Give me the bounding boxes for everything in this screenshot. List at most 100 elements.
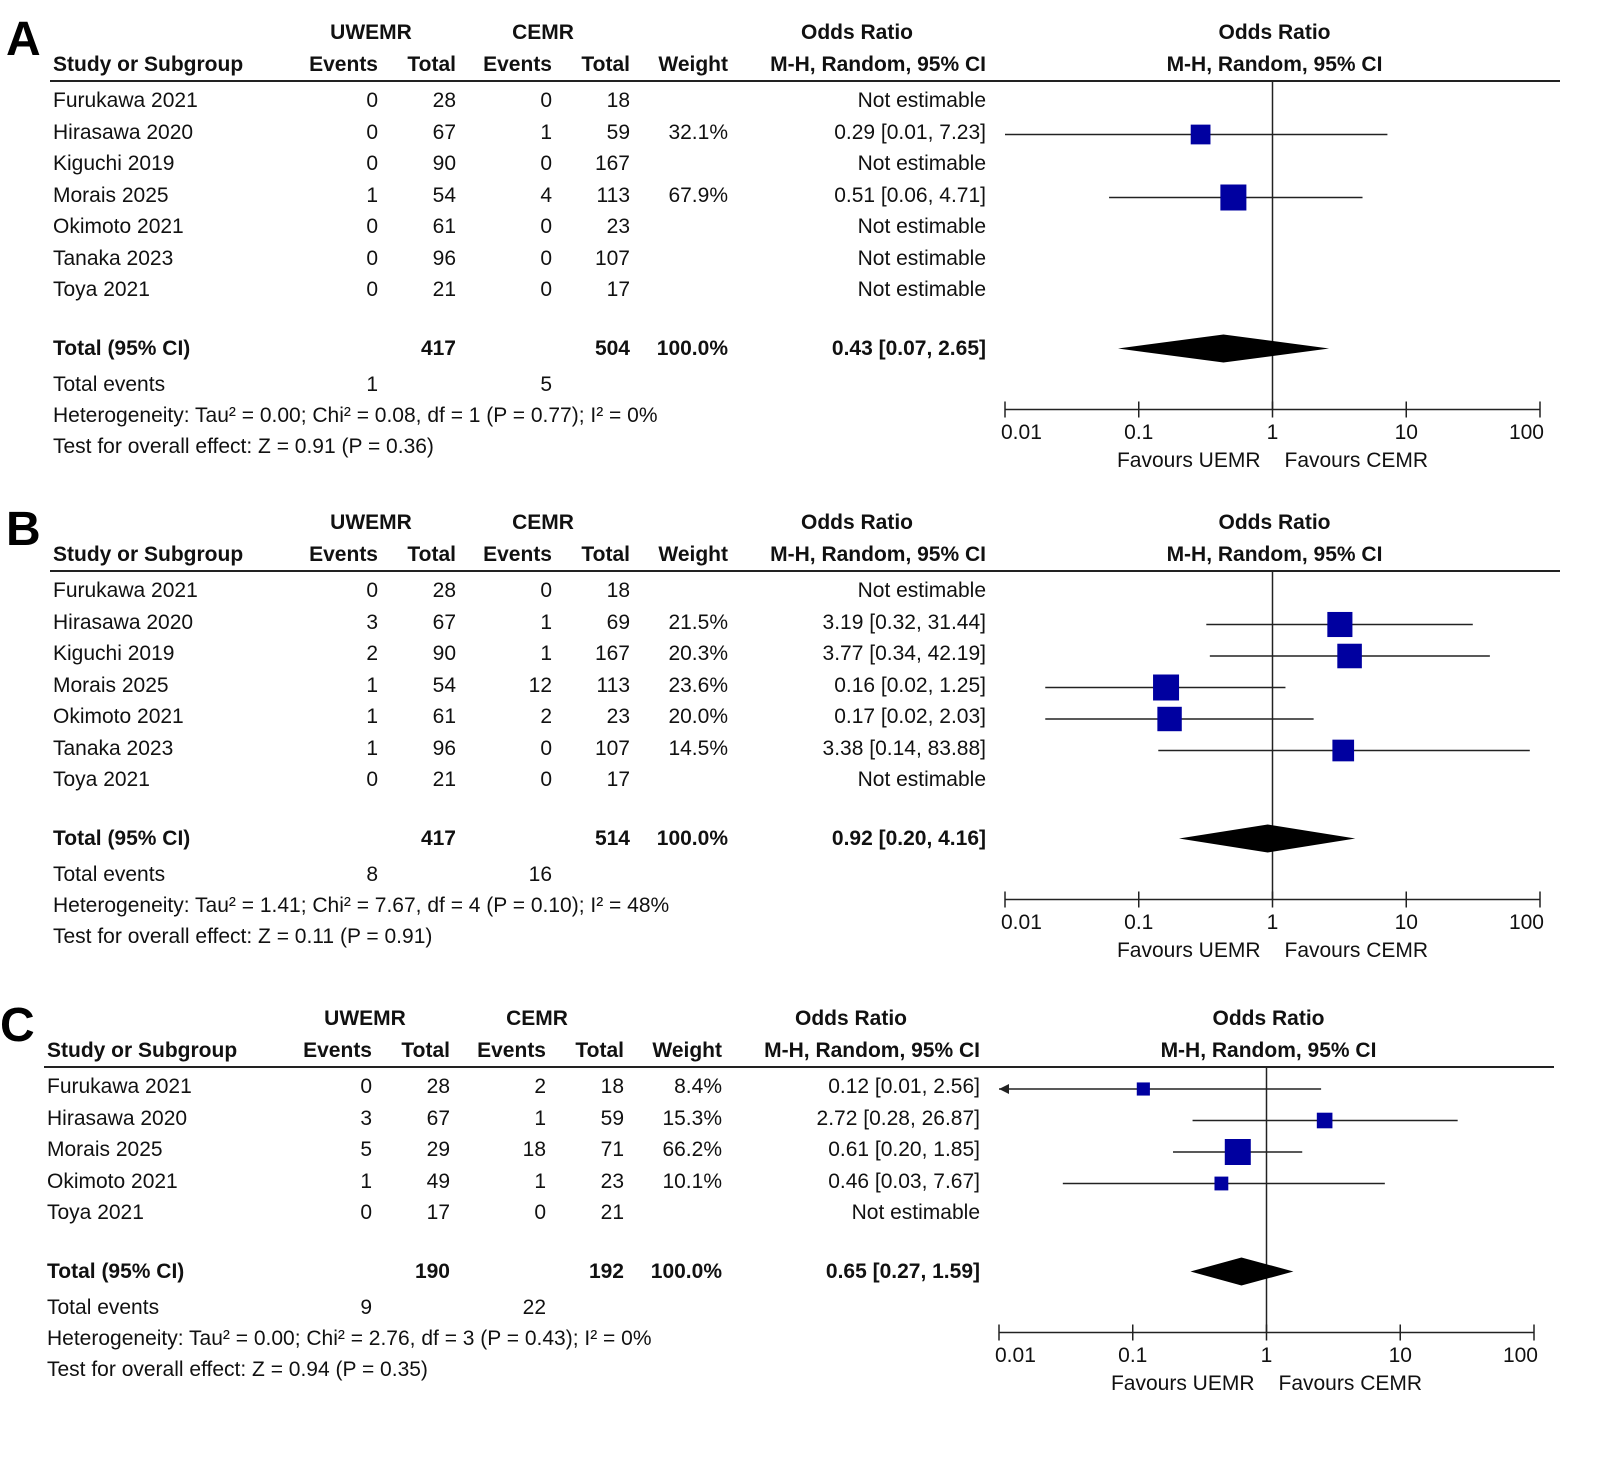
favours-right-label: Favours CEMR: [1278, 1371, 1423, 1395]
total-events-label: Total events: [53, 372, 166, 396]
favours-left-label: Favours UEMR: [1116, 448, 1261, 472]
total2-cell: 107: [594, 246, 630, 270]
events1-cell: 0: [366, 120, 378, 144]
forest-plot: [998, 1066, 1535, 1341]
events1-cell: 3: [360, 1106, 372, 1130]
total2-cell: 18: [606, 579, 630, 602]
plot-odds-ratio-header: Odds Ratio: [1212, 1007, 1325, 1030]
study-name: Morais 2025: [47, 1138, 163, 1161]
study-name: Okimoto 2021: [47, 1169, 178, 1193]
total2-cell: 167: [594, 152, 630, 175]
ci-arrow: [999, 1084, 1009, 1094]
weight-header: Weight: [658, 53, 728, 76]
effect-marker: [1214, 1176, 1229, 1191]
odds-ratio-cell: Not estimable: [857, 579, 986, 602]
method-header: M-H, Random, 95% CI: [764, 1039, 980, 1062]
study-name: Furukawa 2021: [53, 89, 198, 112]
x-tick-label: 10: [1388, 1343, 1412, 1367]
events1-cell: 0: [360, 1075, 372, 1098]
x-tick-label: 1: [1266, 420, 1279, 444]
total1-cell: 96: [432, 736, 456, 760]
total2-header: Total: [575, 1039, 624, 1062]
plot-odds-ratio-header: Odds Ratio: [1218, 21, 1331, 44]
x-tick-label: 0.01: [995, 1343, 1036, 1367]
odds-ratio-header: Odds Ratio: [800, 511, 913, 534]
odds-ratio-cell: Not estimable: [851, 1201, 980, 1224]
weight-cell: 20.0%: [668, 705, 728, 728]
total1-cell: 96: [432, 246, 456, 270]
odds-ratio-cell: Not estimable: [857, 152, 986, 175]
study-name: Hirasawa 2020: [53, 610, 194, 634]
events1-cell: 0: [366, 215, 378, 238]
total-odds-ratio-cell: 0.43 [0.07, 2.65]: [831, 336, 986, 360]
study-name: Toya 2021: [53, 768, 150, 791]
events2-cell: 1: [540, 120, 552, 144]
total2-header: Total: [581, 53, 630, 76]
forest-plot: [1004, 80, 1541, 418]
odds-ratio-cell: 3.77 [0.34, 42.19]: [822, 642, 986, 665]
x-tick-label: 0.01: [1001, 910, 1042, 934]
odds-ratio-cell: 2.72 [0.28, 26.87]: [816, 1106, 980, 1130]
events1-cell: 1: [366, 183, 378, 207]
study-name: Toya 2021: [53, 278, 150, 301]
events1-header: Events: [303, 1039, 372, 1062]
total1-header: Total: [407, 53, 456, 76]
events1-cell: 1: [366, 673, 378, 697]
total2-cell: 23: [606, 215, 630, 238]
plot-method-header: M-H, Random, 95% CI: [1160, 1039, 1377, 1062]
total-events2-cell: 22: [522, 1295, 546, 1319]
total1-cell: 28: [432, 89, 456, 112]
total1-cell: 61: [432, 215, 456, 238]
weight-cell: 66.2%: [662, 1138, 722, 1161]
effect-marker: [1190, 124, 1211, 145]
events2-header: Events: [483, 53, 552, 76]
heterogeneity-text: Heterogeneity: Tau² = 0.00; Chi² = 0.08,…: [53, 403, 658, 427]
odds-ratio-cell: 0.46 [0.03, 7.67]: [828, 1169, 980, 1193]
total1-cell: 21: [432, 278, 456, 301]
header-rule: [50, 570, 1560, 572]
odds-ratio-cell: 0.61 [0.20, 1.85]: [828, 1138, 980, 1161]
study-name: Hirasawa 2020: [47, 1106, 188, 1130]
forest-panel-c: C UWEMR CEMR Odds Ratio Odds Ratio Study or S…: [0, 998, 1600, 1468]
x-tick-label: 100: [1502, 1343, 1538, 1367]
x-tick-label: 100: [1508, 420, 1544, 444]
effect-marker: [1316, 1112, 1333, 1129]
x-tick-label: 10: [1394, 420, 1418, 444]
favours-left-label: Favours UEMR: [1110, 1371, 1255, 1395]
total-odds-ratio-cell: 0.92 [0.20, 4.16]: [831, 826, 986, 850]
odds-ratio-cell: 0.51 [0.06, 4.71]: [834, 183, 986, 207]
total-odds-ratio-cell: 0.65 [0.27, 1.59]: [825, 1259, 980, 1283]
study-name: Furukawa 2021: [53, 579, 198, 602]
effect-marker: [1337, 643, 1362, 669]
total1-cell: 28: [426, 1075, 450, 1098]
x-tick-label: 0.01: [1001, 420, 1042, 444]
header-rule: [44, 1066, 1554, 1068]
study-name: Hirasawa 2020: [53, 120, 194, 144]
events2-cell: 2: [540, 705, 552, 728]
events2-cell: 0: [540, 152, 552, 175]
weight-cell: 21.5%: [668, 610, 728, 634]
study-name: Okimoto 2021: [53, 215, 184, 238]
favours-left-label: Favours UEMR: [1116, 938, 1261, 962]
total1-cell: 90: [432, 642, 456, 665]
events2-cell: 0: [540, 768, 552, 791]
total2-cell: 69: [606, 610, 630, 634]
study-name: Furukawa 2021: [47, 1075, 192, 1098]
total-events2-cell: 16: [528, 862, 552, 886]
group2-header: CEMR: [512, 21, 574, 44]
total1-cell: 190: [414, 1259, 450, 1283]
weight-header: Weight: [652, 1039, 722, 1062]
panel-letter: C: [0, 999, 35, 1052]
events2-cell: 0: [540, 579, 552, 602]
events2-cell: 18: [522, 1138, 546, 1161]
odds-ratio-cell: Not estimable: [857, 278, 986, 301]
odds-ratio-cell: Not estimable: [857, 768, 986, 791]
plot-method-header: M-H, Random, 95% CI: [1166, 53, 1383, 76]
x-tick-label: 0.1: [1118, 1343, 1148, 1367]
total1-cell: 17: [426, 1201, 450, 1224]
total1-cell: 54: [432, 673, 456, 697]
x-tick-label: 1: [1266, 910, 1279, 934]
forest-panel-b: B UWEMR CEMR Odds Ratio Odds Ratio Study or S…: [0, 502, 1600, 972]
total-weight-cell: 100.0%: [656, 826, 728, 850]
events1-header: Events: [309, 53, 378, 76]
